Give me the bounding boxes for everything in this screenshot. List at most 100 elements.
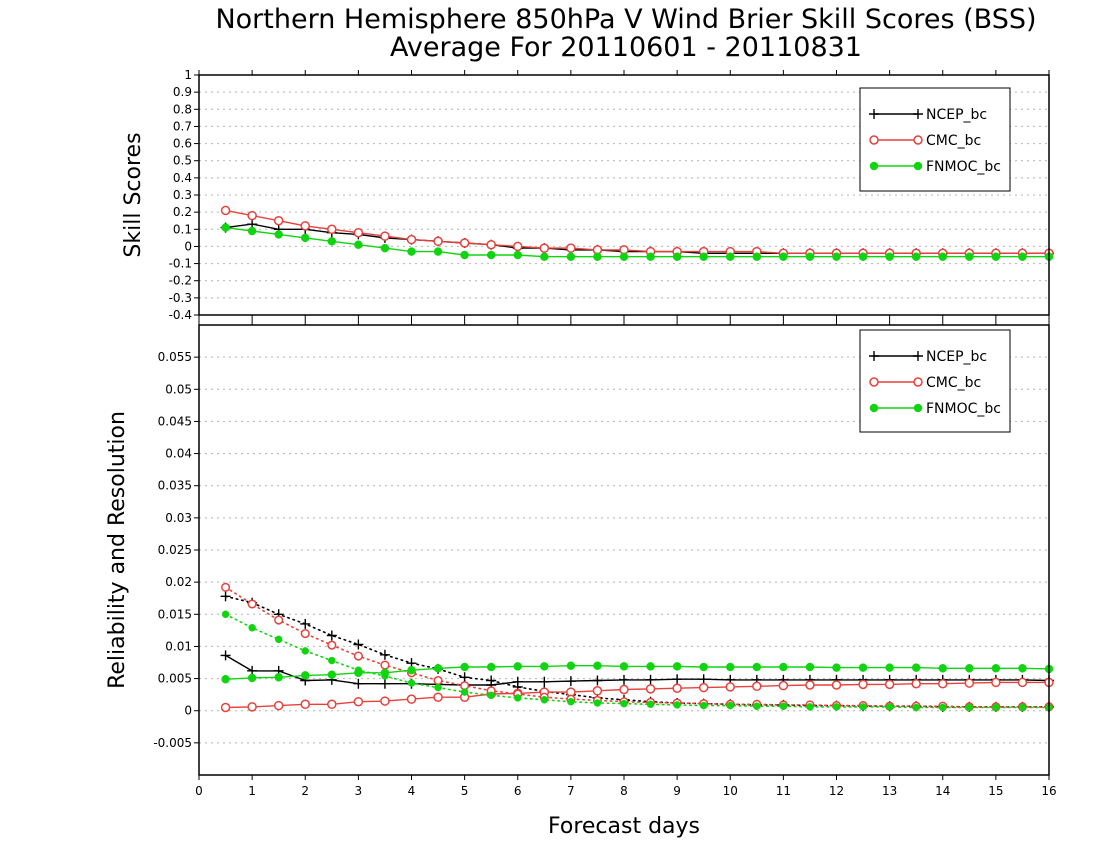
bottom-fnmoc-marker (699, 662, 708, 672)
bottom-fnmoc-marker (779, 702, 788, 710)
bottom-fnmoc-marker (939, 703, 947, 712)
x-tick-label: 3 (355, 784, 363, 798)
bottom-legend-label-ncep_bc: NCEP_bc (926, 349, 987, 365)
x-tick-label: 14 (935, 784, 950, 798)
top-y-tick-label: 0.4 (173, 171, 192, 185)
top-fnmoc-marker (752, 252, 762, 261)
skill-score-panel: 1 0.9 0.8 0.7 0.6 0.5 0.4 0.3 0.2 0.1 0 -0.1 -0.2 -0.… (169, 68, 1054, 322)
bottom-fnmoc-marker (832, 703, 841, 711)
bottom-fnmoc-marker (407, 679, 416, 687)
x-tick-label: 2 (301, 784, 309, 798)
bottom-cmc-marker (752, 681, 762, 692)
top-fnmoc-marker (619, 252, 629, 261)
bottom-cmc-marker (805, 680, 815, 690)
x-tick-label: 16 (1041, 784, 1056, 798)
x-tick-label: 13 (882, 784, 897, 798)
top-cmc-marker (380, 231, 390, 241)
bottom-fnmoc-marker (805, 662, 815, 672)
bottom-cmc-marker (964, 678, 975, 688)
bottom-fnmoc-marker (301, 671, 310, 680)
bottom-y-tick-label: 0.02 (165, 575, 192, 589)
x-tick-label: 1 (248, 784, 256, 798)
bottom-legend-fnmoc-marker (913, 403, 923, 413)
top-fnmoc-marker (726, 252, 735, 261)
bottom-cmc-marker (353, 651, 363, 661)
top-y-tick-label: 0.9 (173, 85, 192, 99)
chart-title-line1: Northern Hemisphere 850hPa V Wind Brier … (215, 4, 1036, 35)
top-legend-cmc-marker (869, 135, 879, 145)
bottom-plot-frame (198, 324, 1050, 776)
bottom-y-tick-label: 0.035 (158, 479, 192, 493)
bottom-cmc-marker (725, 682, 735, 692)
bottom-fnmoc-marker (752, 662, 762, 672)
top-cmc-marker (273, 215, 284, 226)
top-y-tick-label: -0.4 (169, 308, 192, 322)
bottom-cmc-marker (991, 677, 1001, 688)
bottom-fnmoc-marker (806, 703, 814, 711)
bottom-cmc-marker (300, 629, 310, 639)
bottom-y-tick-label: 0.01 (165, 639, 192, 653)
x-tick-label: 10 (723, 784, 738, 798)
top-y-tick-label: -0.2 (169, 274, 192, 288)
top-fnmoc-marker (566, 252, 576, 261)
bottom-ncep-marker (353, 639, 364, 650)
top-fnmoc-marker (646, 252, 655, 261)
top-y-tick-label: -0.3 (169, 291, 192, 305)
bottom-ncep-marker (486, 675, 497, 686)
top-fnmoc-marker (354, 240, 363, 249)
bottom-ncep-marker (220, 591, 231, 602)
top-y-tick-label: 0.7 (173, 119, 192, 133)
bottom-fnmoc-marker (540, 662, 549, 671)
bottom-cmc-marker (1017, 677, 1028, 688)
top-fnmoc-marker (885, 252, 894, 261)
bottom-ncep-marker (645, 674, 656, 685)
bottom-fnmoc-marker (513, 662, 522, 671)
top-fnmoc-marker (938, 252, 947, 261)
bottom-legend-ncep-marker (869, 351, 879, 361)
bottom-cmc-marker (380, 660, 390, 670)
bottom-ncep-marker (300, 618, 311, 629)
x-tick-label: 0 (195, 784, 203, 798)
bottom-y-tick-label: 0.015 (158, 607, 192, 621)
top-fnmoc-marker (593, 252, 602, 261)
bottom-fnmoc-marker (699, 701, 708, 710)
bottom-ncep-marker (459, 672, 470, 683)
bottom-y-tick-label: 0 (184, 704, 192, 718)
bottom-ncep-marker (353, 678, 364, 689)
x-tick-label: 9 (673, 784, 681, 798)
bottom-legend-cmc-marker (869, 377, 879, 387)
top-fnmoc-marker (858, 252, 868, 261)
top-y-tick-label: 0.3 (173, 188, 192, 202)
top-y-tick-label: 1 (184, 68, 192, 82)
top-legend-ncep-marker (913, 109, 923, 119)
bottom-fnmoc-marker (858, 663, 868, 672)
bottom-y-axis-label: Reliability and Resolution (105, 411, 130, 689)
top-y-tick-label: 0.1 (173, 222, 192, 236)
x-tick-label: 8 (620, 784, 628, 798)
bottom-fnmoc-marker (434, 683, 442, 692)
bottom-fnmoc-marker (301, 647, 309, 655)
bottom-fnmoc-marker (965, 664, 974, 673)
bottom-ncep-marker (379, 649, 390, 660)
bottom-fnmoc-marker (460, 662, 469, 672)
bottom-fnmoc-marker (593, 661, 602, 670)
bottom-fnmoc-marker (965, 703, 974, 712)
bottom-fnmoc-marker (832, 663, 841, 672)
bottom-fnmoc-marker (487, 691, 495, 700)
bottom-cmc_bc-line (225, 681, 1049, 709)
top-fnmoc-marker (274, 230, 283, 239)
top-fnmoc-marker (779, 252, 788, 261)
bottom-fnmoc-marker (514, 694, 522, 702)
bottom-fnmoc-marker (859, 703, 867, 711)
bottom-cmc-marker (619, 684, 629, 695)
bottom-fnmoc-marker (327, 670, 337, 679)
bottom-y-tick-label: 0.005 (158, 672, 192, 686)
top-fnmoc-marker (247, 226, 257, 236)
bottom-fnmoc-marker (381, 672, 389, 680)
bottom-cmc-marker (938, 678, 948, 689)
bottom-fnmoc-marker (221, 610, 230, 619)
bottom-y-tick-label: 0.05 (165, 382, 192, 396)
top-cmc-marker (566, 243, 576, 253)
bottom-fnmoc-marker (991, 664, 1001, 673)
